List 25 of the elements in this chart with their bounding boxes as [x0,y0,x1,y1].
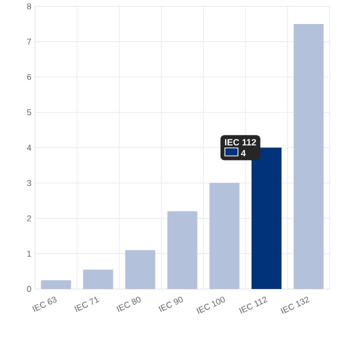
bar [125,250,156,290]
x-tick-label: IEC 90 [158,296,183,312]
annotation: IEC 112 [225,139,256,146]
y-tick-label: 0 [27,286,32,292]
bar [294,24,324,290]
bar [210,183,240,290]
y-tick-label: 6 [27,74,32,80]
y-tick-label: 5 [27,109,32,116]
bar [41,280,72,290]
annotation: 4 [241,150,246,156]
bar [168,211,198,290]
y-tick-label: 1 [28,250,32,257]
x-tick-label: IEC 112 [239,296,268,314]
y-tick-label: 7 [27,38,32,45]
x-tick-label: IEC 132 [280,296,310,314]
bar [252,148,282,290]
x-tick-label: IEC 63 [32,296,57,312]
x-tick-label: IEC 71 [74,296,100,312]
y-tick-label: 3 [27,180,32,186]
y-tick-label: 4 [27,144,32,151]
y-tick-label: 8 [27,3,32,10]
y-tick-label: 2 [27,215,32,222]
bar [83,270,114,290]
x-tick-label: IEC 100 [196,296,225,314]
x-tick-label: IEC 80 [116,296,141,312]
